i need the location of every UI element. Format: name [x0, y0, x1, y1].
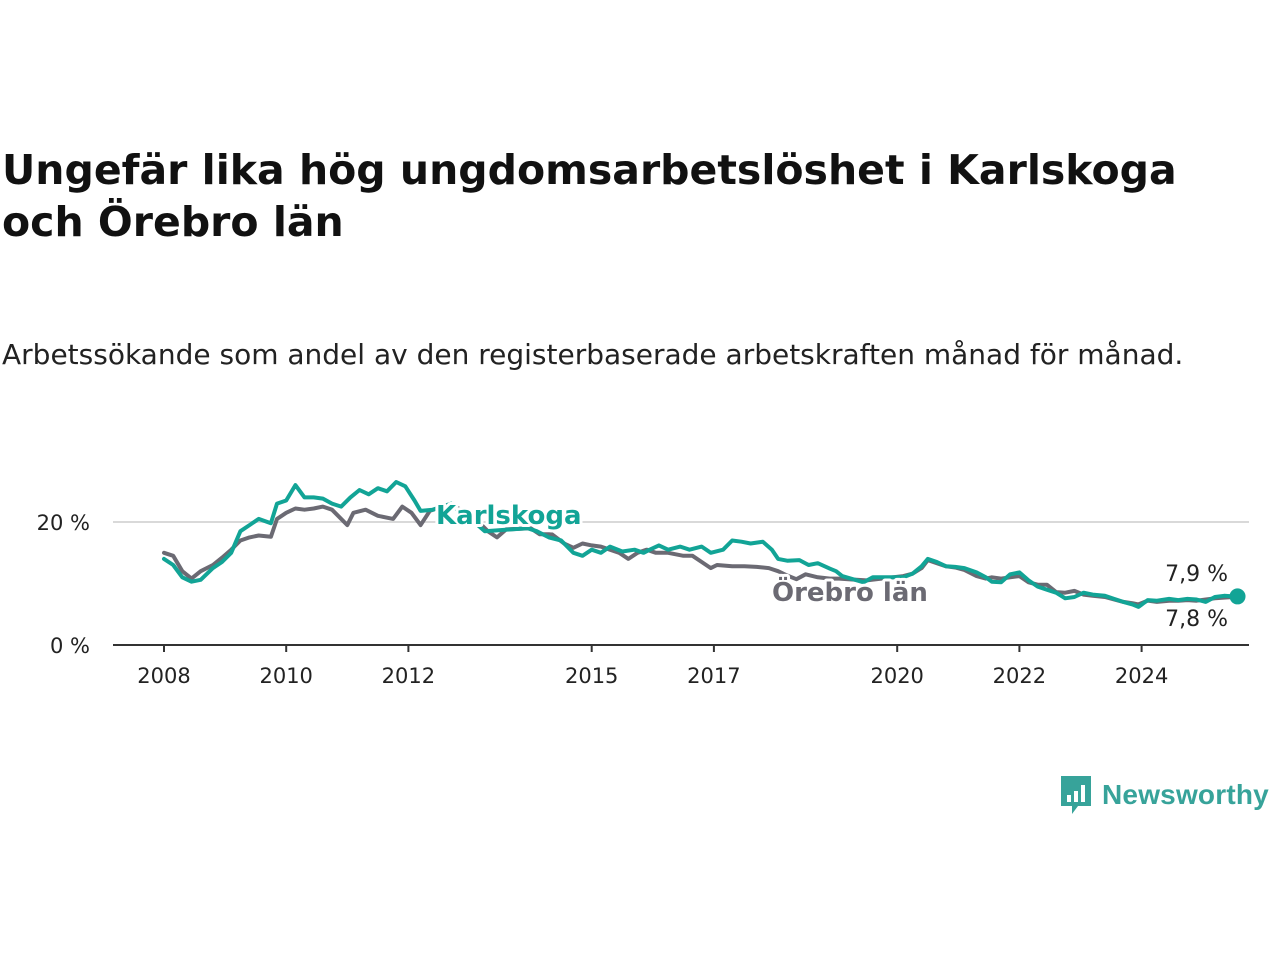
label-layer: Karlskoga Örebro län 7,9 % 7,8 %	[433, 498, 1231, 635]
axis-layer: 0 % 20 % 2008 2010 2012 2015 2017 2020 2022 2024	[37, 511, 1249, 688]
brand-name: Newsworthy	[1102, 779, 1269, 810]
newsworthy-logo[interactable]: Newsworthy	[1058, 772, 1269, 818]
series-line	[162, 502, 1240, 607]
x-tick-label: 2010	[259, 664, 312, 688]
y-tick-label: 0 %	[50, 634, 90, 658]
x-tick-label: 2020	[870, 664, 923, 688]
end-value-label: 7,9 %	[1165, 562, 1228, 587]
x-tick-label: 2015	[565, 664, 618, 688]
line-chart: Karlskoga Örebro län 7,9 % 7,8 % 0 % 20 % 200…	[37, 480, 1249, 688]
series-layer	[162, 480, 1246, 609]
x-tick-label: 2012	[382, 664, 435, 688]
newsworthy-logo-icon	[1061, 776, 1091, 814]
x-tick-label: 2008	[137, 664, 190, 688]
series-name-label: Karlskoga	[436, 501, 582, 531]
end-value-label: 7,8 %	[1165, 607, 1228, 632]
series-end-point	[1229, 588, 1246, 605]
x-tick-label: 2024	[1115, 664, 1168, 688]
y-tick-label: 20 %	[37, 511, 90, 535]
series-name-label: Örebro län	[772, 575, 928, 608]
x-tick-label: 2022	[993, 664, 1046, 688]
chart-title: Ungefär lika hög ungdomsarbetslöshet i K…	[2, 146, 1177, 246]
chart-subtitle: Arbetssökande som andel av den registerb…	[2, 338, 1184, 371]
series-line	[162, 480, 1240, 609]
x-tick-label: 2017	[687, 664, 740, 688]
